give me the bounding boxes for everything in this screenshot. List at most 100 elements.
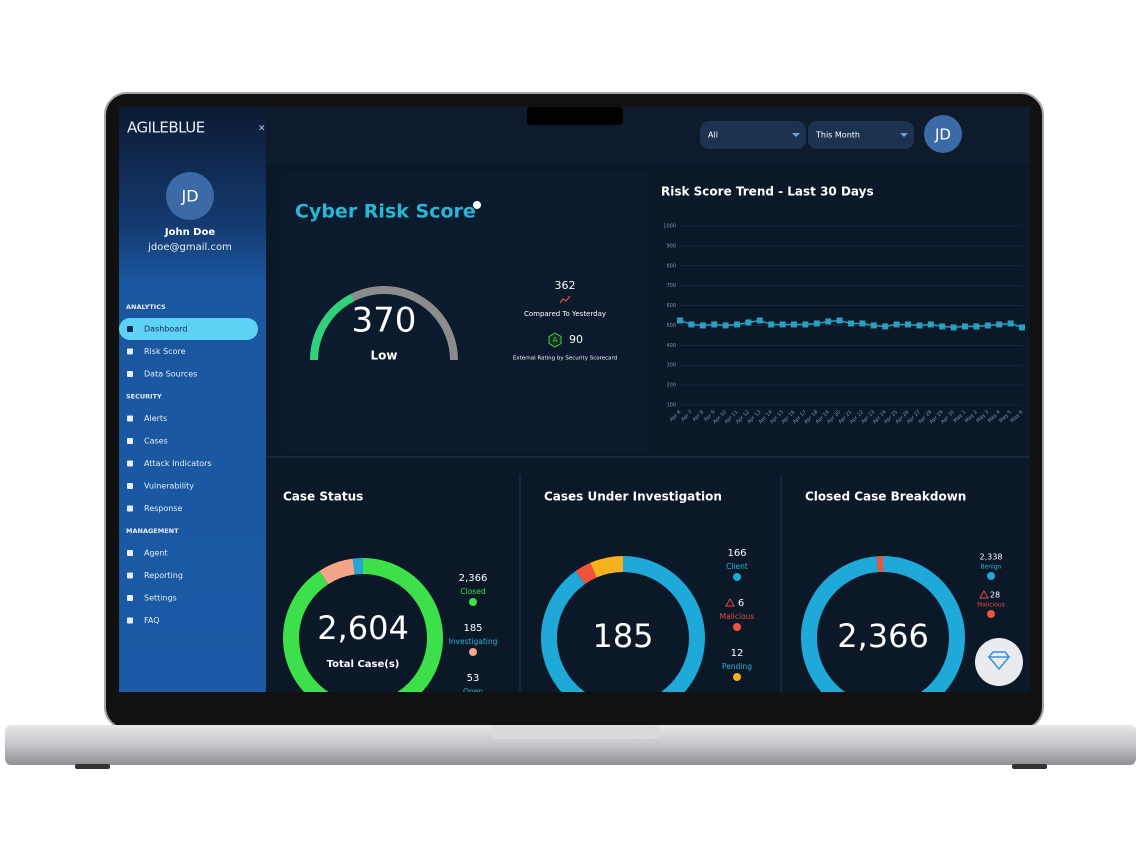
- menu-item[interactable]: Data Sources: [144, 370, 197, 379]
- chart-title: Closed Case Breakdown: [805, 490, 966, 504]
- data-point: [791, 321, 797, 327]
- legend-label: Investigating: [449, 637, 498, 646]
- legend-label: Pending: [722, 662, 752, 671]
- help-button[interactable]: [975, 638, 1023, 686]
- data-point: [711, 321, 717, 327]
- menu-item[interactable]: Risk Score: [144, 347, 186, 356]
- data-point: [700, 322, 706, 328]
- data-point: [916, 322, 922, 328]
- legend-dot: [987, 572, 995, 580]
- data-point: [802, 321, 808, 327]
- chart-title: Risk Score Trend - Last 30 Days: [661, 185, 874, 199]
- donut-total: 2,604: [317, 609, 409, 647]
- menu-item[interactable]: Agent: [144, 549, 168, 558]
- menu-item[interactable]: Alerts: [144, 414, 167, 423]
- menu-item[interactable]: Settings: [144, 594, 177, 603]
- chart-title: Case Status: [283, 490, 363, 504]
- legend-value: 185: [463, 623, 482, 634]
- y-tick-label: 900: [666, 243, 676, 249]
- data-point: [973, 323, 979, 329]
- donut-segment: [354, 566, 363, 567]
- menu-item[interactable]: Cases: [144, 437, 168, 446]
- data-point: [757, 317, 763, 323]
- filter-label: This Month: [815, 131, 860, 140]
- section-title: MANAGEMENT: [126, 527, 179, 535]
- laptop-notch: [490, 725, 660, 739]
- menu-item[interactable]: FAQ: [144, 616, 160, 625]
- info-icon: [473, 201, 481, 209]
- data-point: [985, 322, 991, 328]
- user-email: jdoe@gmail.com: [147, 242, 232, 253]
- data-point: [871, 322, 877, 328]
- avatar-initials: JD: [180, 187, 198, 206]
- legend-label: Benign: [981, 564, 1002, 571]
- menu-item[interactable]: Attack Indicators: [144, 459, 212, 468]
- donut-total: 2,366: [837, 617, 929, 655]
- laptop-foot: [1012, 764, 1047, 769]
- legend-value: 12: [731, 648, 744, 659]
- legend-value: 28: [990, 591, 1000, 600]
- filter-label: All: [708, 131, 718, 140]
- y-tick-label: 700: [666, 283, 676, 289]
- menu-icon: [127, 506, 133, 512]
- menu-item[interactable]: Response: [144, 504, 183, 513]
- card-title: Cyber Risk Score: [295, 201, 476, 223]
- menu-icon: [127, 461, 133, 467]
- legend-dot: [987, 610, 995, 618]
- section-title: SECURITY: [126, 393, 162, 401]
- topbar: [266, 107, 1030, 165]
- external-score: 90: [569, 333, 583, 346]
- menu-item[interactable]: Reporting: [144, 571, 183, 580]
- data-point: [1008, 320, 1014, 326]
- legend-dot: [469, 648, 477, 656]
- external-label: External Rating by Security Scorecard: [513, 356, 617, 362]
- menu-icon: [127, 550, 133, 556]
- data-point: [928, 321, 934, 327]
- legend-value: 6: [738, 598, 744, 609]
- y-tick-label: 600: [666, 303, 676, 309]
- menu-item[interactable]: Dashboard: [144, 325, 187, 334]
- data-point: [780, 321, 786, 327]
- avatar-initials: JD: [934, 126, 951, 144]
- risk-score: 370: [352, 301, 417, 341]
- menu-icon: [127, 326, 133, 332]
- legend-value: 2,366: [459, 573, 488, 584]
- section-title: ANALYTICS: [126, 303, 166, 311]
- data-point: [677, 317, 683, 323]
- grade: A: [553, 336, 558, 344]
- donut-segment: [594, 564, 623, 570]
- screen: AGILEBLUE × JD John Doe jdoe@gmail.com ANALYT…: [119, 107, 1030, 712]
- y-tick-label: 400: [666, 343, 676, 349]
- yesterday-label: Compared To Yesterday: [524, 310, 606, 318]
- data-point: [1019, 324, 1025, 330]
- laptop-foot: [75, 764, 110, 769]
- user-name: John Doe: [164, 227, 215, 238]
- legend-value: 166: [727, 548, 746, 559]
- menu-icon: [127, 371, 133, 377]
- legend-label: Malicious: [977, 602, 1005, 609]
- legend-label: Closed: [460, 587, 485, 596]
- data-point: [745, 319, 751, 325]
- menu-item[interactable]: Vulnerability: [144, 482, 194, 491]
- menu-icon: [127, 416, 133, 422]
- data-point: [688, 321, 694, 327]
- data-point: [723, 322, 729, 328]
- camera-notch: [527, 107, 623, 125]
- menu-icon: [127, 438, 133, 444]
- data-point: [768, 321, 774, 327]
- data-point: [825, 318, 831, 324]
- logo: AGILEBLUE: [127, 119, 205, 137]
- close-button[interactable]: ×: [258, 124, 266, 134]
- donut-total: 185: [592, 617, 653, 655]
- menu-icon: [127, 618, 133, 624]
- y-tick-label: 500: [666, 323, 676, 329]
- legend-dot: [733, 573, 741, 581]
- donut-segment: [580, 570, 593, 577]
- data-point: [905, 321, 911, 327]
- legend-label: Client: [726, 562, 748, 571]
- data-point: [734, 321, 740, 327]
- legend-label: Malicious: [720, 612, 755, 621]
- data-point: [951, 324, 957, 330]
- legend-value: 53: [467, 673, 480, 684]
- data-point: [894, 321, 900, 327]
